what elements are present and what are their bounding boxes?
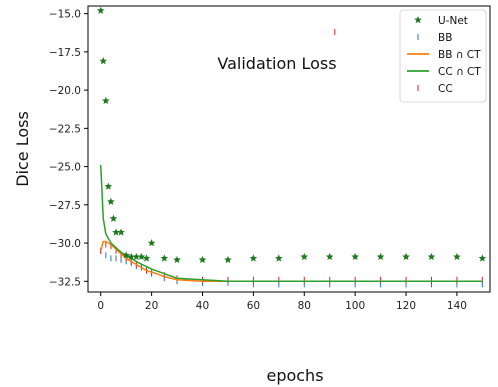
data-point-star [376, 252, 385, 261]
legend-box [399, 9, 487, 103]
x-tick-label: 140 [447, 300, 467, 312]
x-tick-label: 120 [396, 300, 416, 312]
y-tick-label: −17.5 [49, 47, 81, 59]
series-0 [96, 6, 487, 264]
data-point-star [102, 96, 110, 105]
legend: U-Net BB BB ∩ CT CC ∩ CT CC [399, 9, 487, 103]
series-line [99, 240, 483, 283]
y-tick-label: −30.0 [49, 238, 81, 250]
x-tick-label: 40 [196, 300, 209, 312]
legend-label: CC [438, 83, 453, 95]
series-layer [96, 6, 487, 288]
y-tick-label: −27.5 [49, 200, 81, 212]
data-point-star [300, 252, 309, 261]
legend-entry: CC [417, 83, 453, 95]
x-axis-ticks: 0 20 40 60 80 100 120 140 [97, 292, 467, 312]
y-tick-label: −32.5 [49, 276, 81, 288]
series-2 [99, 240, 483, 283]
data-point-star [109, 214, 118, 222]
data-point-star [104, 182, 113, 190]
data-point-star [107, 197, 115, 205]
legend-label: BB [438, 32, 452, 44]
legend-label: BB ∩ CT [438, 49, 481, 61]
data-point-star [147, 239, 156, 247]
legend-marker [414, 16, 422, 24]
data-point-star [427, 252, 436, 261]
data-point-star [122, 251, 130, 259]
legend-entry: BB ∩ CT [407, 49, 481, 61]
legend-label: U-Net [438, 15, 468, 27]
annotation-validation-loss: Validation Loss [217, 54, 336, 73]
data-point-star [275, 254, 283, 262]
x-axis-title: epochs [266, 366, 323, 385]
data-point-star [112, 228, 120, 236]
y-tick-label: −22.5 [49, 123, 81, 135]
x-tick-label: 80 [298, 300, 311, 312]
y-axis-ticks: −15.0 −17.5 −20.0 −22.5 −25.0 −27.5 −30.0 −32.5 [49, 9, 88, 288]
y-tick-label: −25.0 [49, 162, 81, 174]
data-point-star [127, 252, 136, 261]
data-point-star [453, 252, 461, 261]
series-line [99, 165, 483, 283]
x-tick-label: 100 [345, 300, 365, 312]
data-point-star [325, 252, 334, 261]
data-point-star [142, 254, 151, 262]
data-point-star [96, 6, 105, 14]
plot-frame [87, 5, 491, 293]
legend-entry: U-Net [414, 15, 468, 27]
data-point-star [198, 255, 207, 264]
data-point-star [160, 254, 169, 262]
data-point-star [173, 255, 181, 264]
data-point-star [351, 252, 359, 261]
legend-entry: BB [417, 32, 452, 44]
series-3 [99, 165, 483, 283]
y-axis-title: Dice Loss [13, 111, 32, 187]
data-point-star [132, 252, 141, 261]
data-point-star [224, 255, 232, 264]
data-point-star [137, 252, 146, 261]
legend-entry: CC ∩ CT [407, 66, 481, 78]
y-tick-label: −20.0 [49, 85, 81, 97]
x-tick-label: 60 [247, 300, 260, 312]
data-point-star [99, 57, 108, 65]
x-tick-label: 20 [145, 300, 158, 312]
data-point-star [402, 252, 410, 261]
legend-label: CC ∩ CT [438, 66, 481, 78]
x-tick-label: 0 [97, 300, 104, 312]
y-tick-label: −15.0 [49, 9, 81, 21]
data-point-star [478, 254, 487, 262]
data-point-star [249, 254, 258, 262]
data-point-star [117, 228, 125, 236]
